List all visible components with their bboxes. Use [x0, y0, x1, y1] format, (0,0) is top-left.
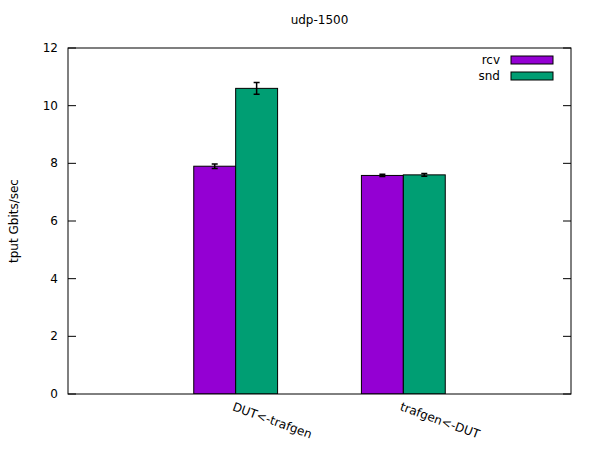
bar	[361, 175, 403, 394]
y-tick-label: 10	[43, 99, 58, 113]
y-tick-label: 12	[43, 41, 58, 55]
bar	[194, 166, 236, 394]
bar	[403, 175, 445, 394]
y-tick	[68, 336, 76, 337]
y-tick-mirror	[563, 163, 571, 164]
title: udp-1500	[291, 13, 349, 27]
bars	[194, 83, 446, 394]
y-tick	[68, 163, 76, 164]
y-tick	[68, 278, 76, 279]
y-tick-label: 0	[50, 387, 58, 401]
error-bar	[379, 174, 385, 176]
y-tick	[68, 221, 76, 222]
y-tick-label: 2	[50, 329, 58, 343]
legend-label: snd	[479, 69, 500, 83]
legend-swatch	[511, 56, 553, 64]
chart: udp-1500 tput Gbits/sec 0 2 4 6 8 10 12 DUT<-traf…	[0, 0, 600, 450]
y-tick-mirror	[563, 221, 571, 222]
legend-swatch	[511, 72, 553, 80]
y-tick-mirror	[563, 336, 571, 337]
y-tick	[68, 105, 76, 106]
bar	[236, 88, 278, 394]
y-tick-mirror	[563, 278, 571, 279]
y-tick-label: 4	[50, 272, 58, 286]
y-label: tput Gbits/sec	[7, 179, 21, 263]
frame	[68, 48, 571, 394]
y-tick-label: 6	[50, 214, 58, 228]
x-tick-label: DUT<-trafgen	[231, 400, 314, 442]
y-tick-mirror	[563, 105, 571, 106]
legend-label: rcv	[482, 53, 500, 67]
y-tick-label: 8	[50, 156, 58, 170]
x-tick-label: trafgen<-DUT	[398, 400, 482, 442]
error-bar	[421, 173, 427, 176]
error-bar	[212, 164, 218, 169]
error-bar	[254, 83, 260, 95]
